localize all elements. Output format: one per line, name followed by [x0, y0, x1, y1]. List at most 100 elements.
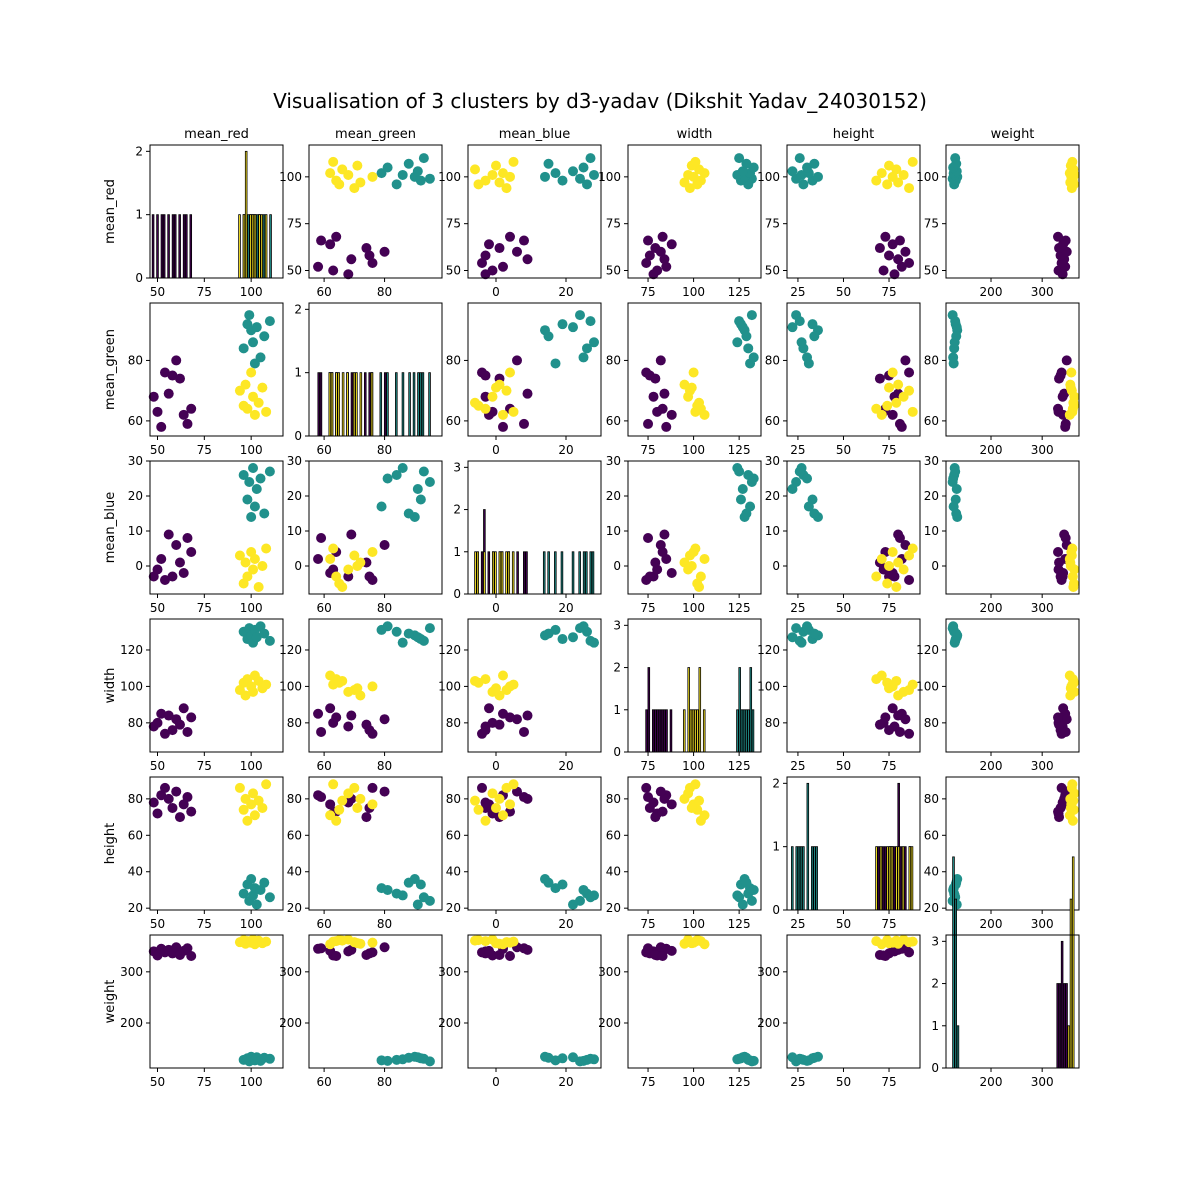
data-point	[734, 1053, 745, 1064]
panel-frame	[627, 934, 762, 1069]
hist-bar	[370, 372, 374, 437]
data-point	[171, 942, 182, 953]
row-label: mean_blue	[103, 492, 118, 563]
hist-bar	[346, 372, 349, 437]
hist-bar	[795, 846, 798, 911]
data-point	[743, 343, 754, 354]
data-point	[734, 153, 745, 164]
hist-bar	[802, 846, 805, 911]
data-point	[1066, 367, 1077, 378]
data-point	[249, 501, 260, 512]
x-tick-label: 80	[377, 759, 392, 773]
x-tick-label: 50	[836, 759, 851, 773]
y-tick-label: 60	[924, 414, 939, 428]
x-tick-label: 0	[492, 443, 500, 457]
hist-bar	[350, 372, 354, 437]
panel-width-vs-width: 0 1 2 3 75 100 125	[613, 618, 762, 773]
hist-bar	[341, 372, 345, 437]
hist-bar	[875, 846, 878, 911]
data-point	[484, 945, 494, 956]
data-point	[501, 183, 512, 194]
column-header: mean_red	[184, 127, 249, 142]
y-tick-label: 75	[924, 217, 939, 231]
panel-frame	[308, 618, 443, 753]
hist-bar	[383, 372, 387, 437]
y-tick-label: 0	[294, 559, 302, 573]
y-tick-label: 0	[772, 559, 780, 573]
hist-bar	[255, 214, 259, 279]
data-point	[898, 564, 909, 575]
data-point	[508, 679, 519, 690]
data-point	[951, 484, 962, 494]
x-tick-label: 125	[728, 759, 751, 773]
data-point	[418, 153, 429, 164]
hist-bar	[1056, 983, 1059, 1069]
hist-bar	[483, 551, 486, 595]
hist-bar	[523, 551, 526, 595]
data-point	[159, 782, 170, 793]
data-point	[648, 391, 659, 402]
y-tick-label: 1	[135, 208, 143, 222]
data-point	[512, 246, 522, 257]
hist-bar	[178, 214, 181, 279]
hist-bar	[379, 372, 383, 437]
hist-bar	[582, 551, 586, 595]
data-point	[694, 795, 705, 806]
data-point	[898, 169, 909, 180]
data-point	[325, 799, 336, 810]
data-point	[891, 397, 902, 408]
data-point	[325, 168, 336, 179]
data-point	[248, 337, 259, 348]
data-point	[734, 316, 745, 327]
x-tick-label: 125	[728, 285, 751, 299]
panel-frame	[467, 144, 602, 279]
y-tick-label: 80	[924, 792, 939, 806]
data-point	[575, 173, 585, 184]
x-tick-label: 60	[316, 1075, 331, 1089]
data-point	[666, 799, 677, 810]
data-point	[1065, 802, 1076, 813]
data-point	[948, 352, 959, 363]
data-point	[1067, 543, 1078, 554]
data-point	[871, 175, 882, 186]
data-point	[582, 179, 592, 190]
panel-frame	[627, 302, 762, 437]
x-tick-label: 125	[728, 601, 751, 615]
data-point	[418, 635, 429, 646]
data-point	[748, 473, 759, 484]
data-point	[355, 793, 366, 804]
hist-bar	[799, 846, 803, 911]
data-point	[568, 632, 578, 643]
data-point	[650, 557, 661, 568]
y-tick-label: 20	[924, 901, 939, 915]
data-point	[249, 409, 260, 420]
data-point	[894, 235, 905, 246]
data-point	[171, 540, 182, 550]
hist-bar	[319, 372, 323, 437]
data-point	[424, 173, 435, 184]
y-tick-label: 20	[128, 489, 143, 503]
hist-bar	[162, 214, 166, 279]
x-tick-label: 20	[558, 1075, 573, 1089]
data-point	[508, 779, 519, 790]
data-point	[650, 243, 661, 254]
panel-mean_red-vs-width: 50 75 100 75 100 125 width	[598, 127, 762, 299]
panel-mean_red-vs-mean_blue: 50 75 100 0 20 mean_blue	[438, 127, 602, 299]
data-point	[809, 158, 820, 169]
data-point	[182, 726, 193, 737]
panel-width-vs-weight: 80 100 120 200 300	[916, 618, 1080, 773]
data-point	[331, 231, 342, 242]
y-tick-label: 2	[613, 661, 621, 675]
y-tick-label: 20	[287, 489, 302, 503]
x-tick-label: 0	[492, 1075, 500, 1089]
data-point	[379, 714, 390, 725]
panel-weight-vs-weight: 0 1 2 3 200 300	[931, 856, 1080, 1089]
y-tick-label: 100	[598, 170, 621, 184]
y-tick-label: 100	[279, 679, 302, 693]
data-point	[167, 370, 178, 381]
data-point	[688, 367, 699, 378]
x-tick-label: 200	[980, 285, 1003, 299]
data-point	[424, 477, 435, 487]
y-tick-label: 80	[924, 353, 939, 367]
y-tick-label: 30	[287, 454, 302, 468]
